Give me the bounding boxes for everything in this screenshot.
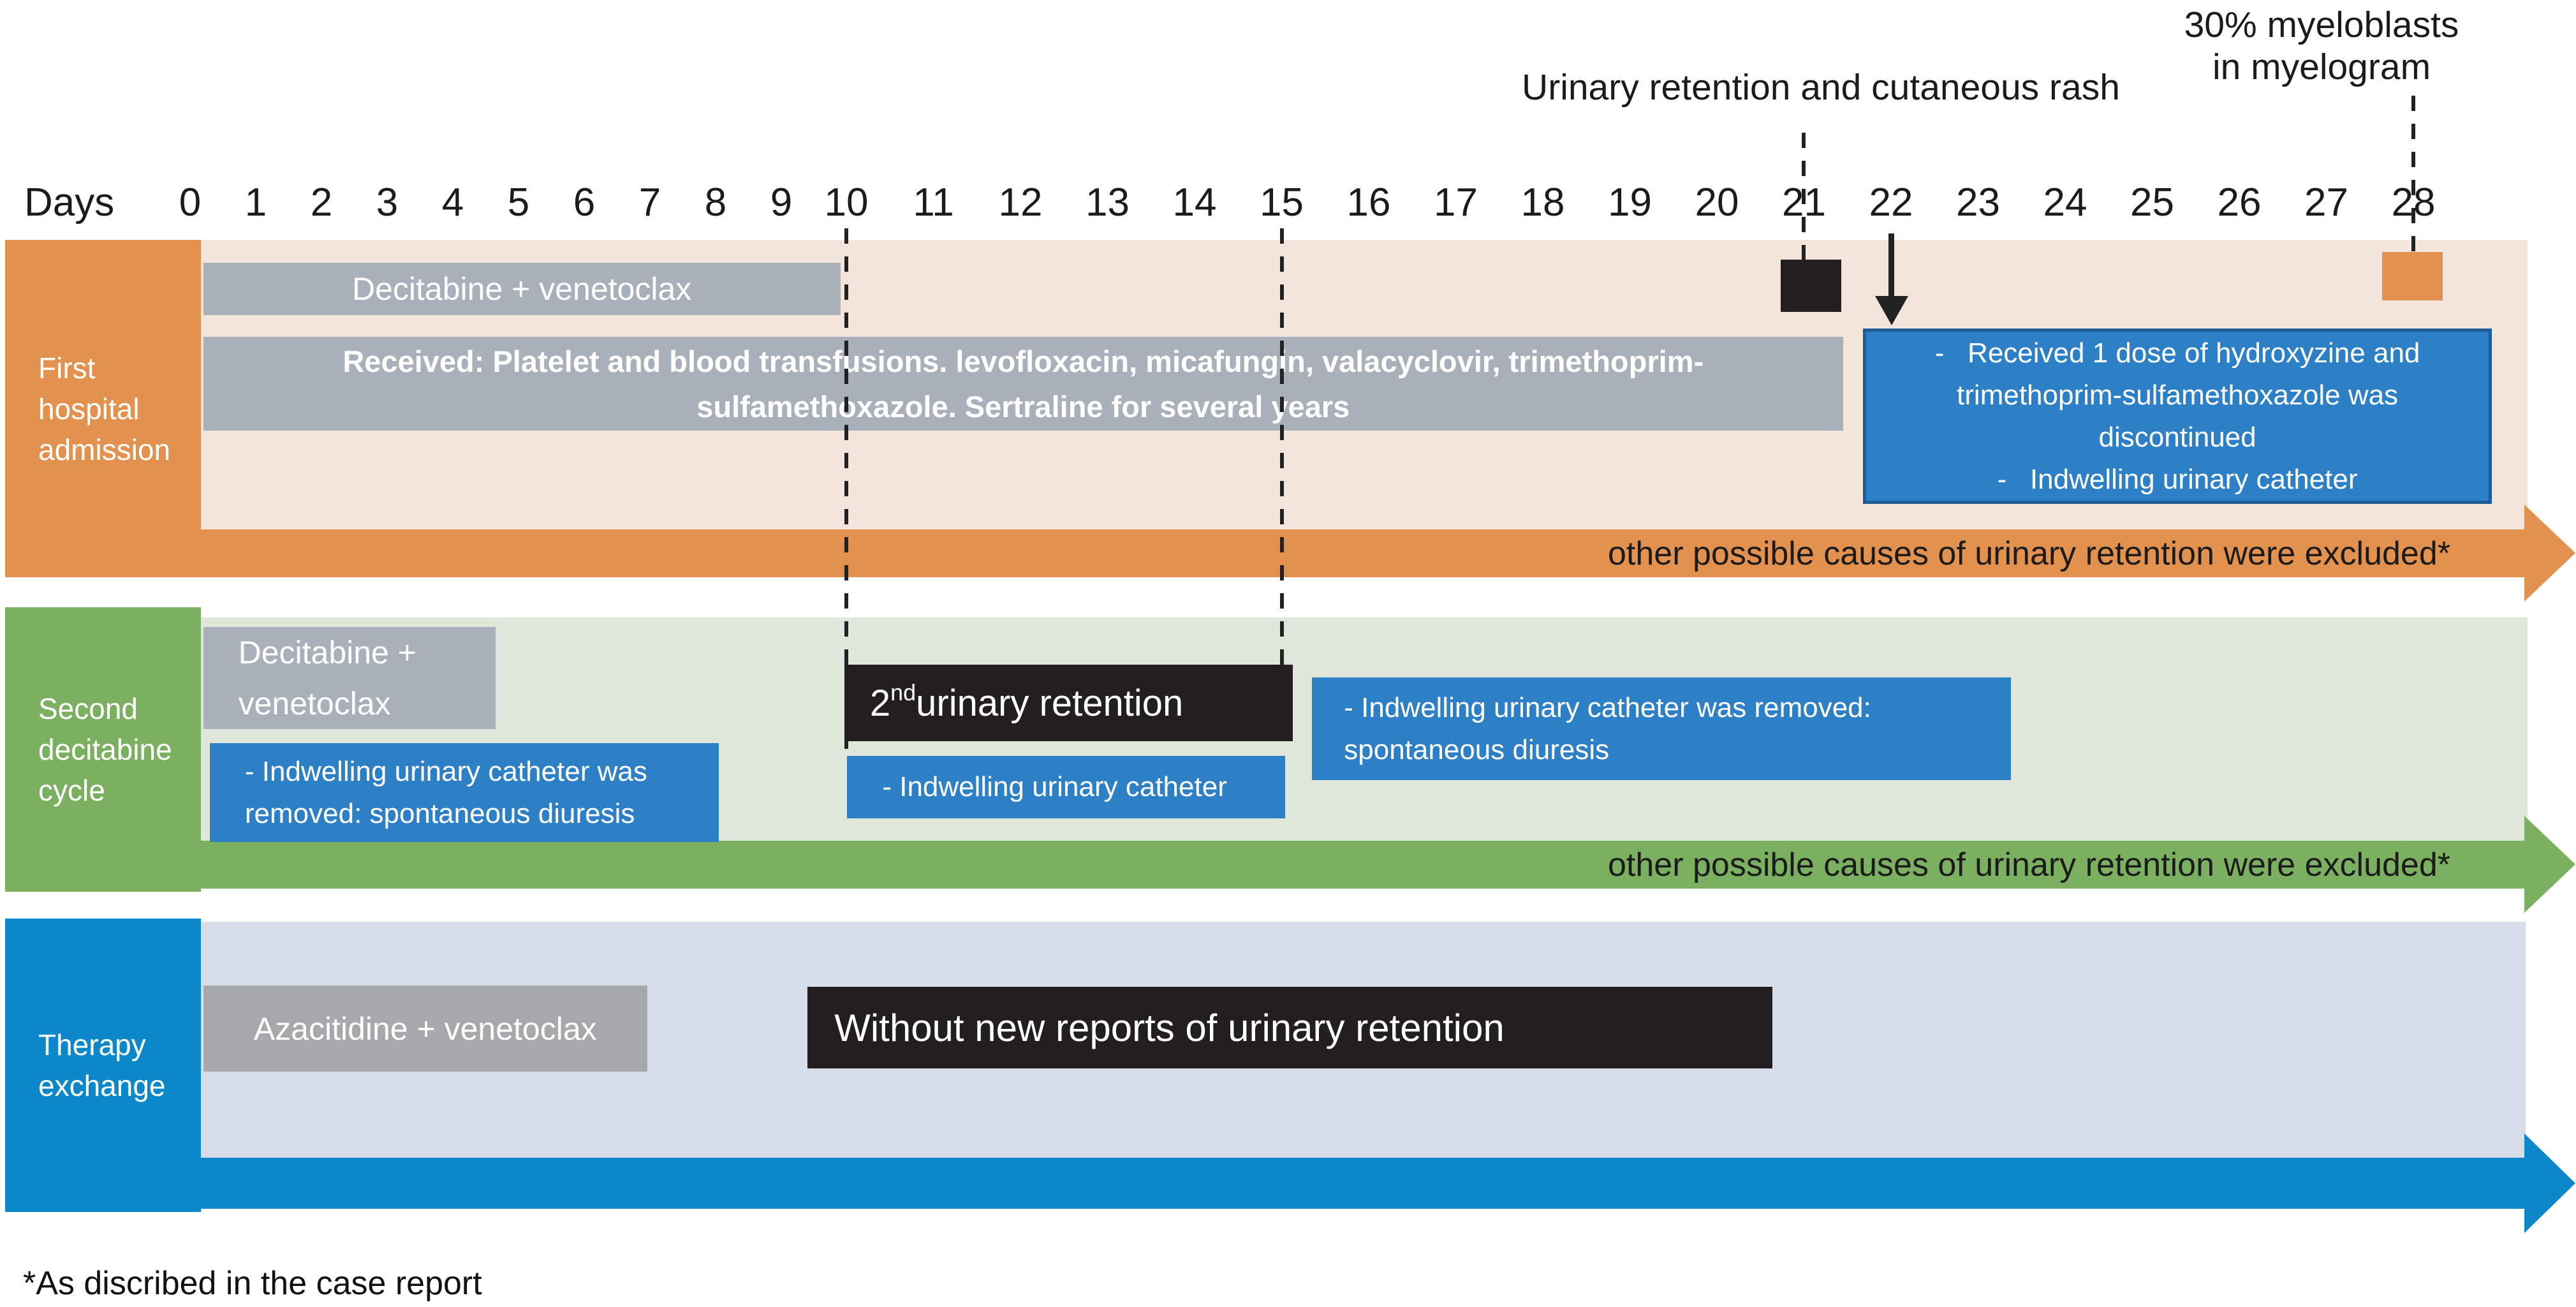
row1-note-hydroxyzine-catheter: - Received 1 dose of hydroxyzine and tri… <box>1863 329 2492 504</box>
row3-timeline-arrow <box>201 1158 2526 1209</box>
axis-day-6: 6 <box>573 181 596 225</box>
axis-day-23: 23 <box>1956 181 2000 225</box>
axis-day-5: 5 <box>507 181 530 225</box>
retention-text: urinary retention <box>916 682 1184 724</box>
row2-label-second-decitabine-cycle: Second decitabine cycle <box>5 607 201 892</box>
dashed-line-day28 <box>2411 96 2415 252</box>
axis-day-17: 17 <box>1434 181 1478 225</box>
axis-day-20: 20 <box>1695 181 1739 225</box>
axis-day-7: 7 <box>638 181 661 225</box>
axis-day-11: 11 <box>913 181 954 225</box>
axis-day-9: 9 <box>770 181 793 225</box>
row3-arrowhead-icon <box>2524 1133 2575 1233</box>
annotation-myeloblasts: 30% myeloblasts in myelogram <box>2184 4 2459 87</box>
row2-bar-decitabine-venetoclax: Decitabine + venetoclax <box>203 627 496 729</box>
row1-arrowhead-icon <box>2524 505 2575 602</box>
axis-day-3: 3 <box>376 181 399 225</box>
retention-ordinal-suffix: nd <box>890 679 916 705</box>
row1-label-first-hospital-admission: First hospital admission <box>5 240 201 577</box>
row1-bar-received-drugs: Received: Platelet and blood transfusion… <box>203 337 1843 431</box>
axis-day-26: 26 <box>2217 181 2262 225</box>
axis-day-1: 1 <box>244 181 267 225</box>
retention-number: 2 <box>869 682 891 724</box>
row2-note-catheter-removed-2: - Indwelling urinary catheter was remove… <box>1312 677 2012 780</box>
dashed-line-day15 <box>1280 228 1284 740</box>
axis-day-13: 13 <box>1086 181 1130 225</box>
axis-day-24: 24 <box>2043 181 2087 225</box>
event-marker-day28 <box>2381 252 2443 300</box>
row2-note-indwelling-catheter: - Indwelling urinary catheter <box>847 756 1285 818</box>
axis-day-2: 2 <box>310 181 333 225</box>
axis-day-14: 14 <box>1172 181 1217 225</box>
dashed-line-day10 <box>844 228 848 756</box>
row2-arrowhead-icon <box>2524 816 2575 913</box>
axis-day-27: 27 <box>2304 181 2348 225</box>
dashed-line-day21 <box>1802 133 1806 260</box>
axis-day-0: 0 <box>179 181 202 225</box>
axis-day-16: 16 <box>1346 181 1391 225</box>
annotation-urinary-retention-rash: Urinary retention and cutaneous rash <box>1522 67 2120 108</box>
row2-arrow-text: other possible causes of urinary retenti… <box>1608 846 2450 883</box>
row1-timeline-arrow: other possible causes of urinary retenti… <box>201 529 2526 577</box>
row3-event-no-urinary-retention: Without new reports of urinary retention <box>807 987 1773 1068</box>
footnote: *As discribed in the case report <box>23 1265 482 1302</box>
row1-bar-decitabine-venetoclax: Decitabine + venetoclax <box>203 263 841 315</box>
row3-bar-azacitidine-venetoclax: Azacitidine + venetoclax <box>203 986 647 1072</box>
axis-day-10: 10 <box>824 181 869 225</box>
row2-timeline-arrow: other possible causes of urinary retenti… <box>201 841 2526 889</box>
axis-title: Days <box>24 181 115 225</box>
axis-day-12: 12 <box>998 181 1043 225</box>
row1-arrow-text: other possible causes of urinary retenti… <box>1608 535 2450 572</box>
event-marker-day21 <box>1780 260 1842 312</box>
down-arrow-day22-icon <box>1888 233 1894 299</box>
row2-note-catheter-removed-1: - Indwelling urinary catheter was remove… <box>209 743 719 842</box>
axis-day-19: 19 <box>1608 181 1652 225</box>
axis-day-25: 25 <box>2130 181 2174 225</box>
row3-label-therapy-exchange: Therapy exchange <box>5 919 201 1212</box>
axis-day-15: 15 <box>1260 181 1304 225</box>
down-arrowhead-day22-icon <box>1875 296 1908 325</box>
axis-day-22: 22 <box>1869 181 1913 225</box>
axis-day-4: 4 <box>441 181 464 225</box>
axis-day-8: 8 <box>704 181 727 225</box>
axis-day-18: 18 <box>1520 181 1565 225</box>
